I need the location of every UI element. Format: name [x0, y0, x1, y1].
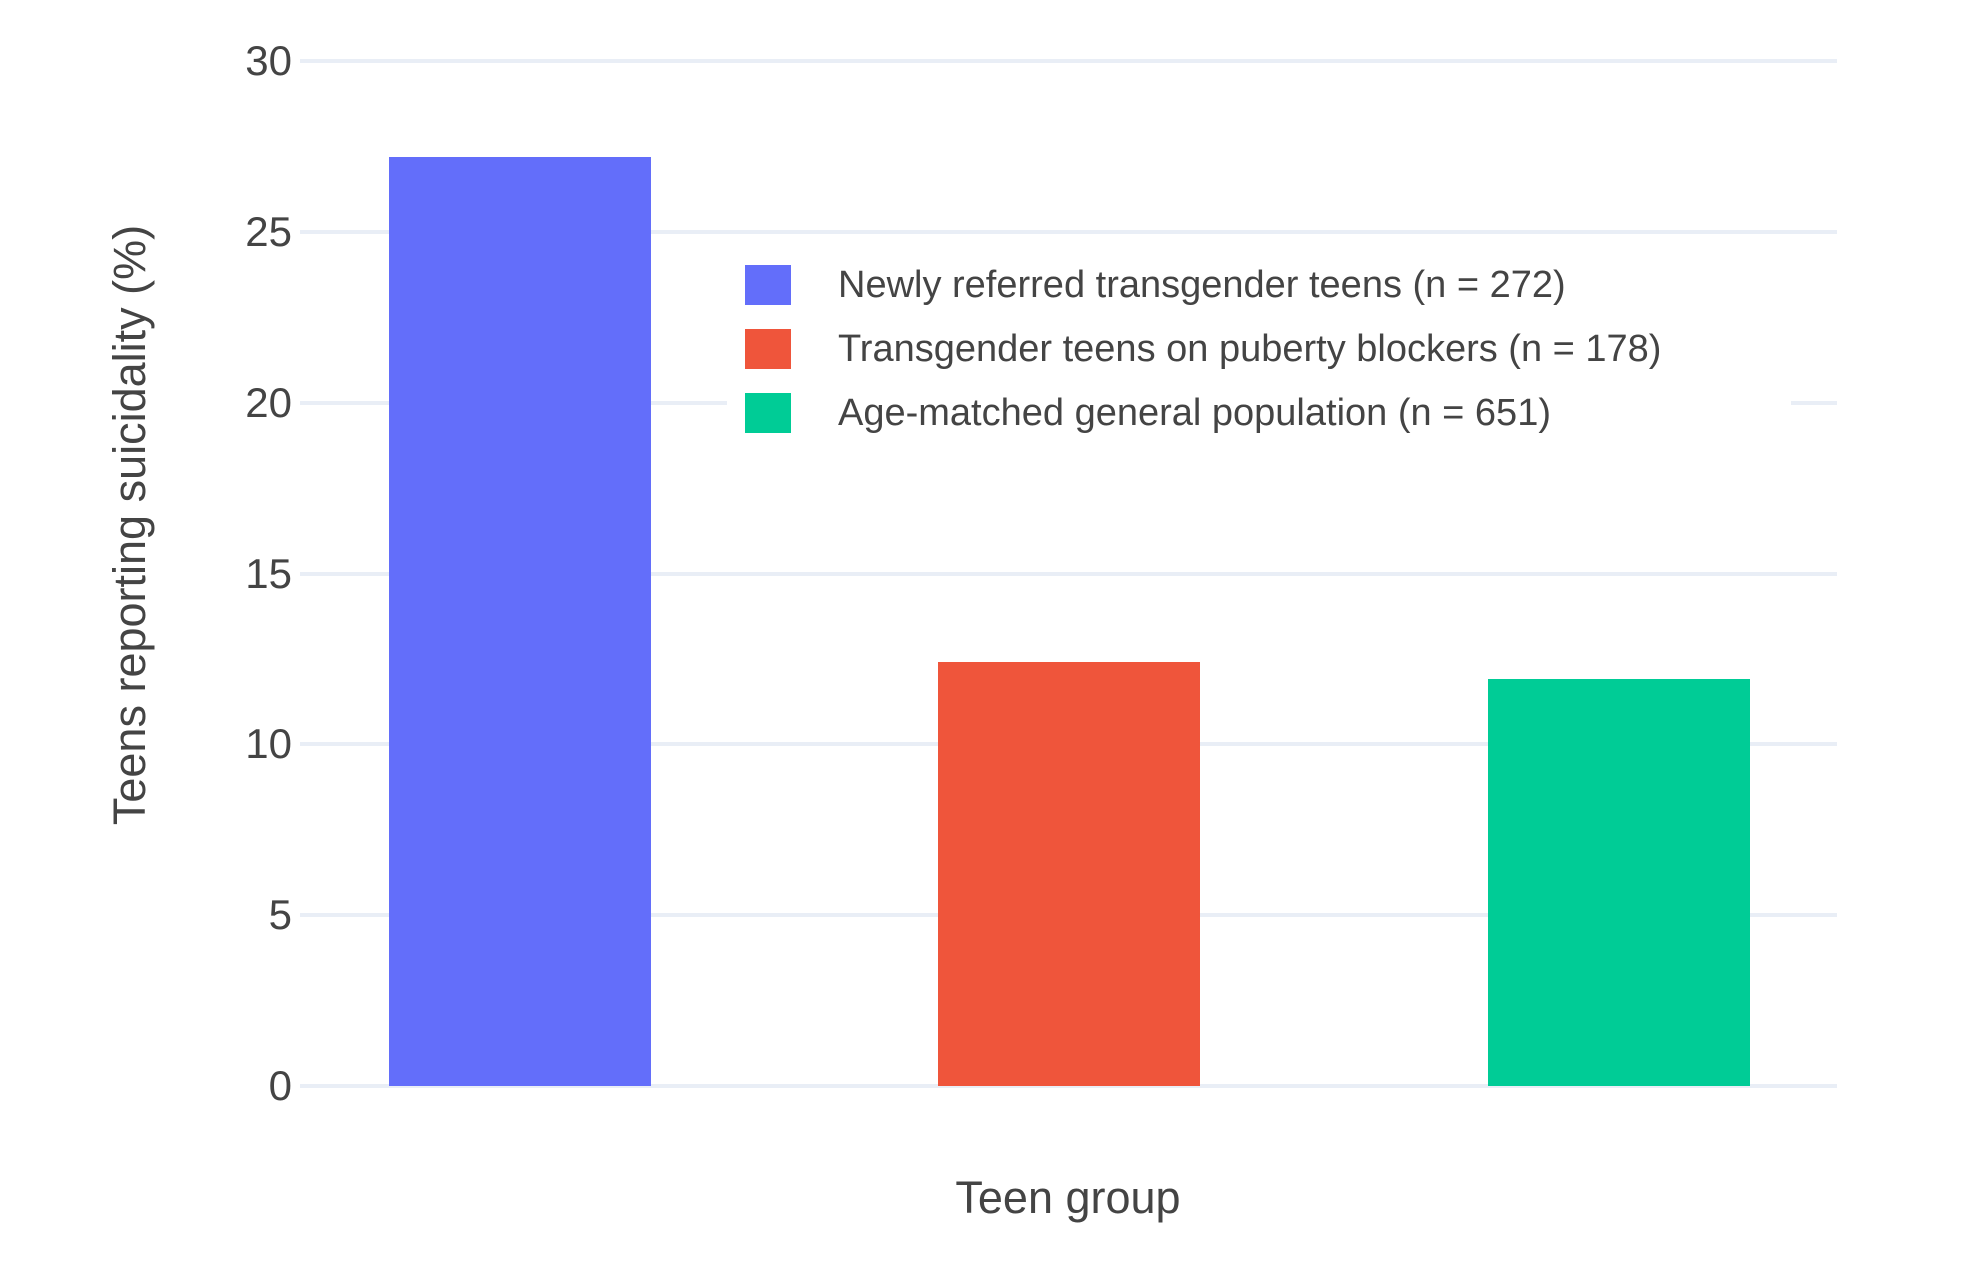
gridline-y-25 [300, 229, 1837, 234]
y-tick-label-20: 20 [245, 378, 292, 426]
gridline-y-30 [300, 59, 1837, 63]
y-axis-title: Teens reporting suicidality (%) [104, 224, 155, 826]
legend-swatch-icon [745, 329, 791, 369]
y-tick-label-15: 15 [245, 549, 292, 597]
bar-transgender-teens-on-puberty-blockers-n-178 [938, 662, 1200, 1086]
legend-swatch-icon [745, 265, 791, 305]
bar-age-matched-general-population-n-651 [1487, 679, 1750, 1086]
y-tick-label-10: 10 [245, 720, 292, 768]
y-tick-label-30: 30 [245, 37, 292, 84]
gridline-y-0 [300, 1084, 1837, 1088]
y-tick-label-5: 5 [268, 891, 292, 939]
bar-newly-referred-transgender-teens-n-272 [388, 156, 651, 1086]
legend-label: Transgender teens on puberty blockers (n… [838, 327, 1662, 370]
legend-label: Newly referred transgender teens (n = 27… [838, 263, 1566, 306]
legend-item-newly-referred-transgender-teens-n-272[interactable]: Newly referred transgender teens (n = 27… [727, 255, 1791, 315]
y-tick-label-0: 0 [268, 1062, 292, 1109]
legend-label: Age-matched general population (n = 651) [838, 391, 1551, 434]
gridline-y-15 [300, 571, 1837, 576]
plot-area [300, 59, 1837, 1088]
legend-item-age-matched-general-population-n-651[interactable]: Age-matched general population (n = 651) [727, 383, 1791, 443]
legend-swatch-icon [745, 393, 791, 433]
legend-item-transgender-teens-on-puberty-blockers-n-178[interactable]: Transgender teens on puberty blockers (n… [727, 319, 1791, 379]
x-axis-title: Teen group [955, 1172, 1181, 1223]
y-tick-label-25: 25 [245, 207, 292, 255]
legend: Newly referred transgender teens (n = 27… [727, 253, 1791, 445]
